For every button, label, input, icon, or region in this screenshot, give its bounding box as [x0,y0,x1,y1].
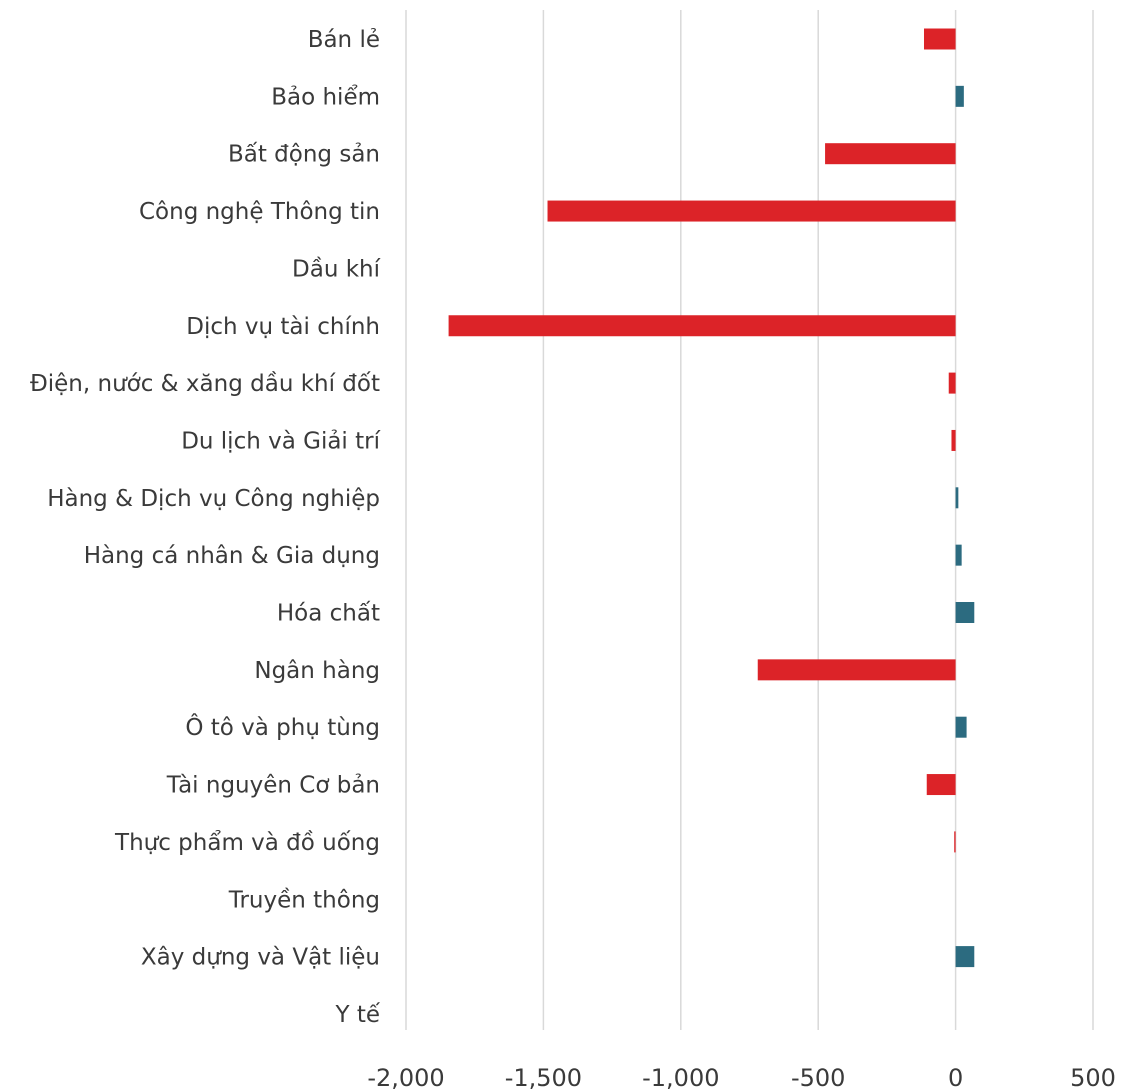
category-label: Truyền thông [228,887,380,913]
x-tick-label: 500 [1070,1064,1116,1089]
x-tick-label: -2,000 [367,1064,444,1089]
x-tick-label: 0 [948,1064,963,1089]
gridlines [405,10,1094,1030]
bar [955,716,967,738]
bar [825,143,956,165]
category-label: Thực phẩm và đồ uống [114,830,380,856]
category-label: Xây dựng và Vật liệu [141,945,380,971]
bar [448,315,956,337]
bar [955,487,959,509]
category-labels: Bán lẻ Bảo hiểm Bất động sản Công nghệ Thôn… [30,27,381,1028]
x-tick-label: -1,000 [642,1064,719,1089]
bar [923,28,956,50]
bar [954,831,956,853]
x-tick-label: -500 [791,1064,845,1089]
category-label: Du lịch và Giải trí [181,428,380,454]
category-label: Ngân hàng [254,658,380,684]
bars [448,28,975,968]
bar [951,429,956,451]
category-label: Y tế [334,1002,380,1028]
category-label: Ô tô và phụ tùng [185,713,380,741]
bar [955,544,962,566]
bar [955,85,964,107]
category-label: Công nghệ Thông tin [139,199,380,225]
category-label: Dịch vụ tài chính [186,314,380,340]
x-tick-label: -1,500 [505,1064,582,1089]
category-label: Tài nguyên Cơ bản [166,773,380,799]
bar [926,774,956,796]
bar [955,602,975,623]
category-label: Hàng & Dịch vụ Công nghiệp [47,486,380,512]
x-axis-tick-labels: -2,000 -1,500 -1,000 -500 0 500 [367,1064,1116,1089]
category-label: Hàng cá nhân & Gia dụng [84,543,380,569]
bar [547,200,956,222]
category-label: Bán lẻ [308,27,380,53]
bar [948,372,956,394]
category-label: Hóa chất [277,601,380,627]
bar [955,946,975,968]
category-label: Bất động sản [228,142,380,168]
category-label: Bảo hiểm [271,84,380,110]
category-label: Dầu khí [292,256,381,282]
category-label: Điện, nước & xăng dầu khí đốt [30,371,380,397]
bar [757,659,956,681]
